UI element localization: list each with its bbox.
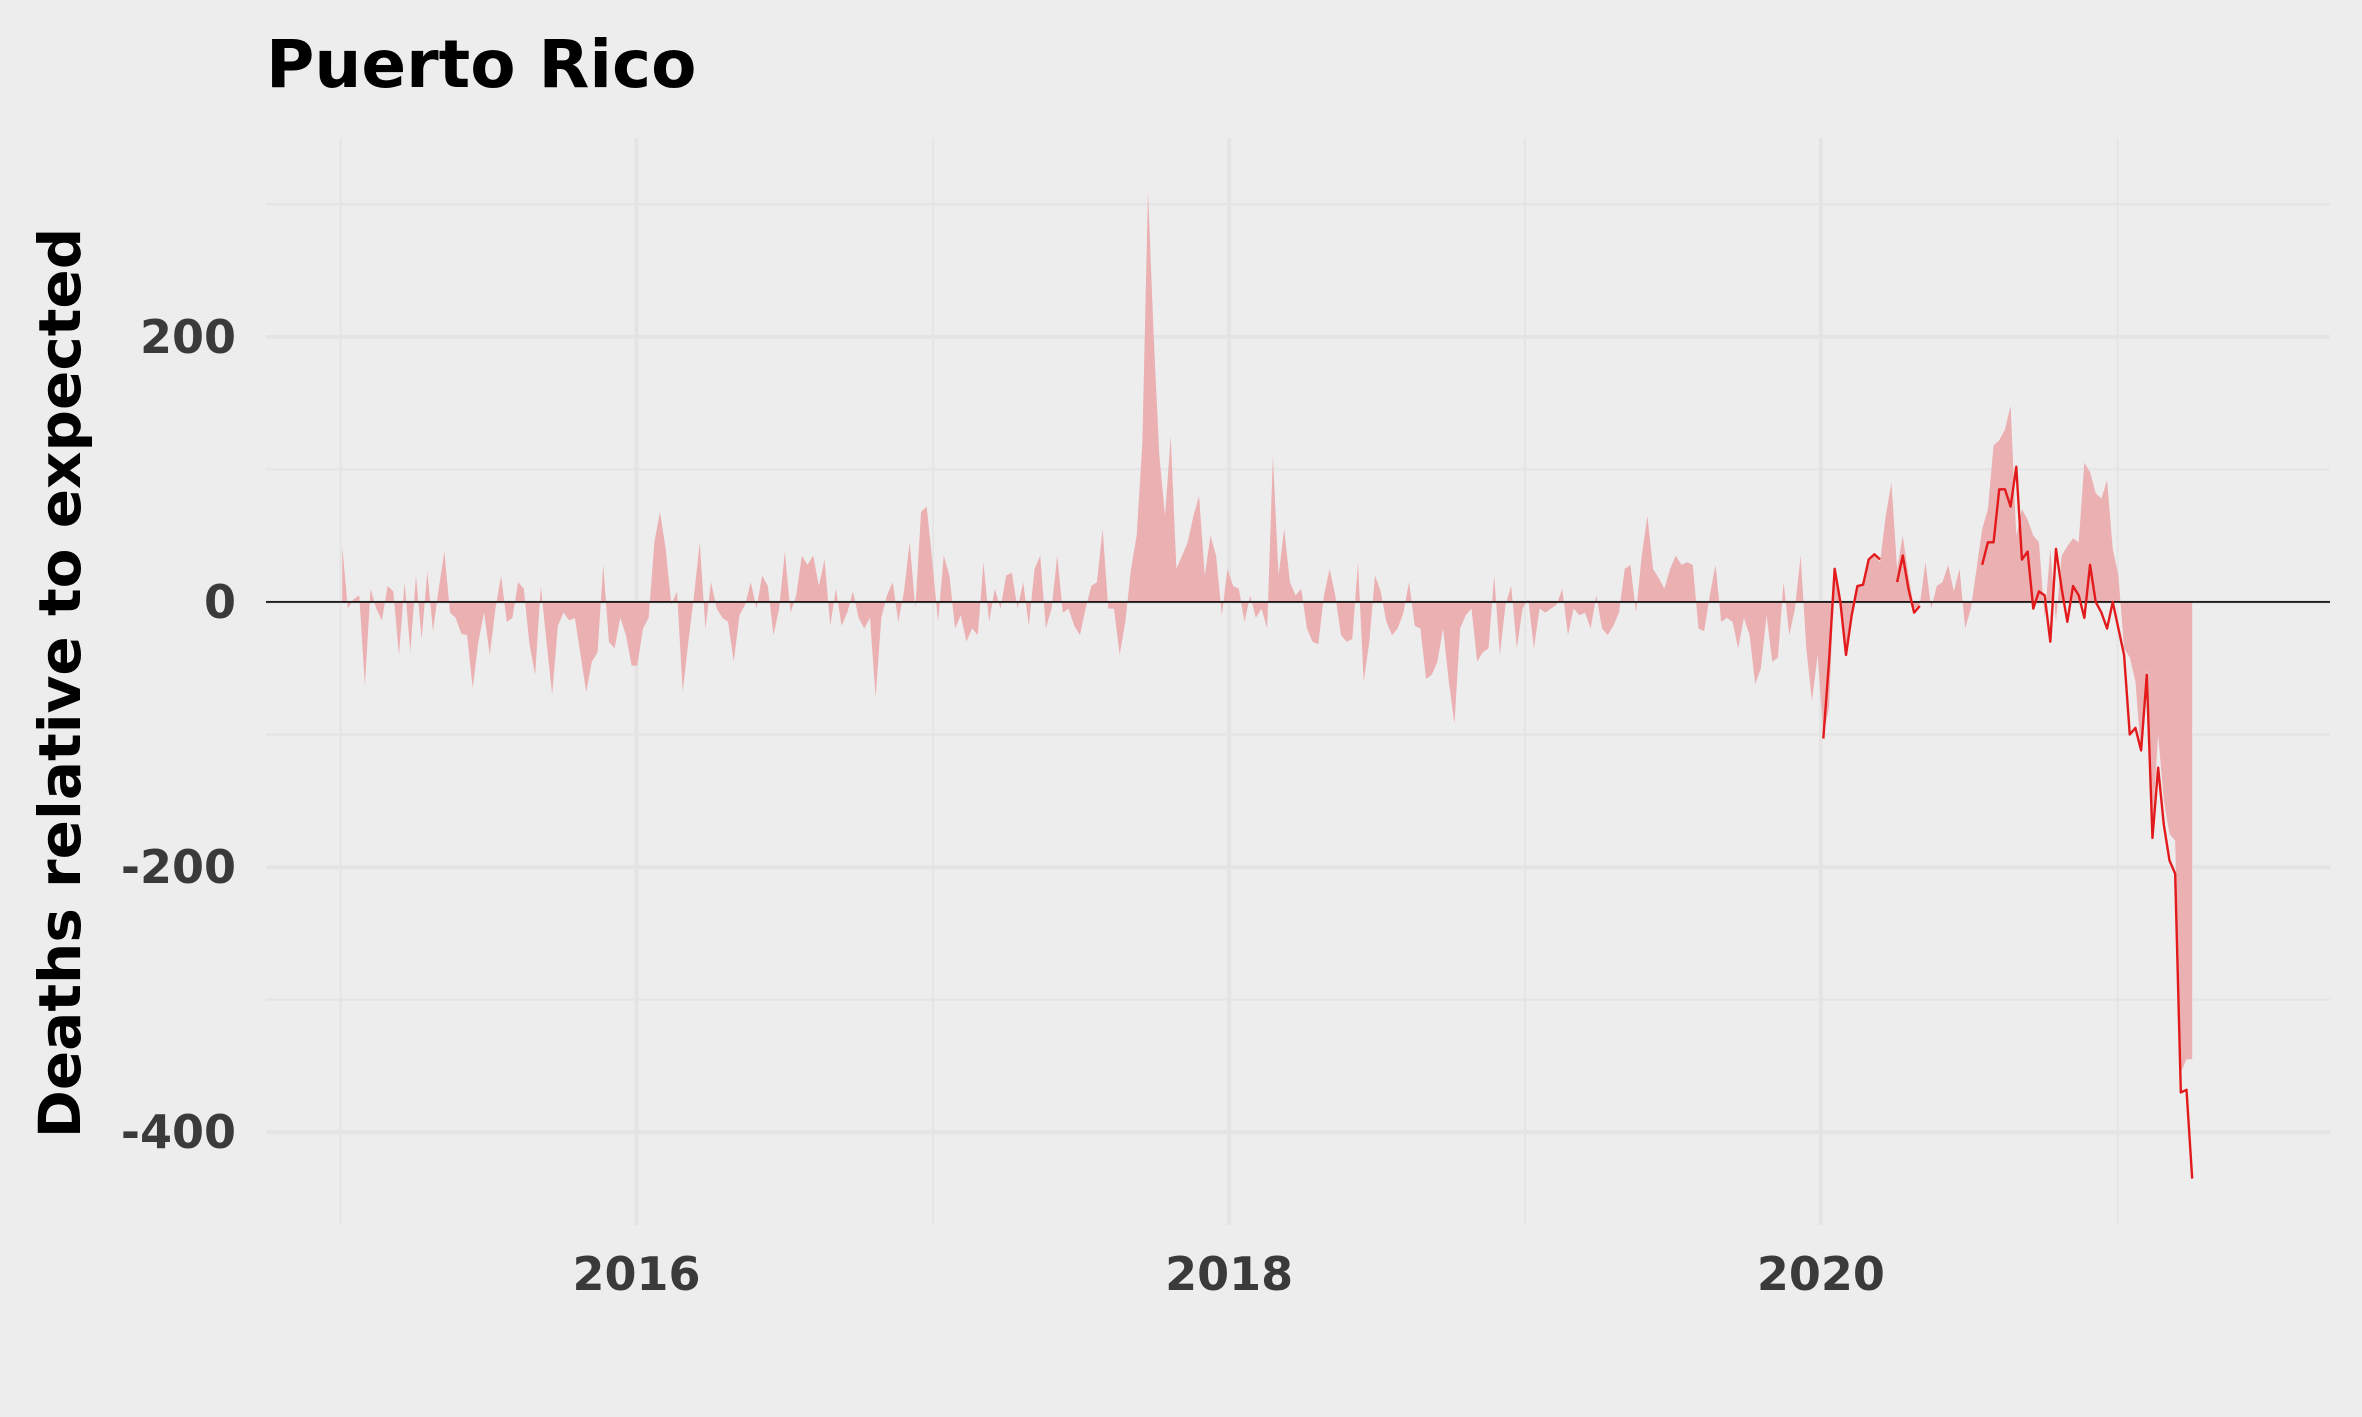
y-axis-label: Deaths relative to expected [26, 228, 94, 1139]
x-tick-label: 2018 [1165, 1247, 1293, 1301]
x-tick-label: 2016 [572, 1247, 700, 1301]
excess-deaths-line [1822, 553, 1881, 739]
grid-lines [266, 138, 2330, 1225]
y-tick-label: 0 [204, 575, 236, 629]
y-tick-label: -400 [121, 1105, 236, 1159]
excess-deaths-line [1981, 465, 2194, 1179]
y-tick-label: 200 [140, 310, 236, 364]
area-layer [342, 191, 2193, 1073]
y-tick-label: -200 [121, 840, 236, 894]
y-tick-labels: 200 0 -200 -400 [121, 310, 236, 1159]
line-layer [1822, 465, 2194, 1179]
excess-deaths-line [1895, 554, 1921, 614]
excess-deaths-area [342, 191, 2193, 1073]
x-tick-label: 2020 [1757, 1247, 1885, 1301]
x-tick-labels: 2016 2018 2020 [572, 1247, 1884, 1301]
chart-title: Puerto Rico [266, 26, 696, 103]
